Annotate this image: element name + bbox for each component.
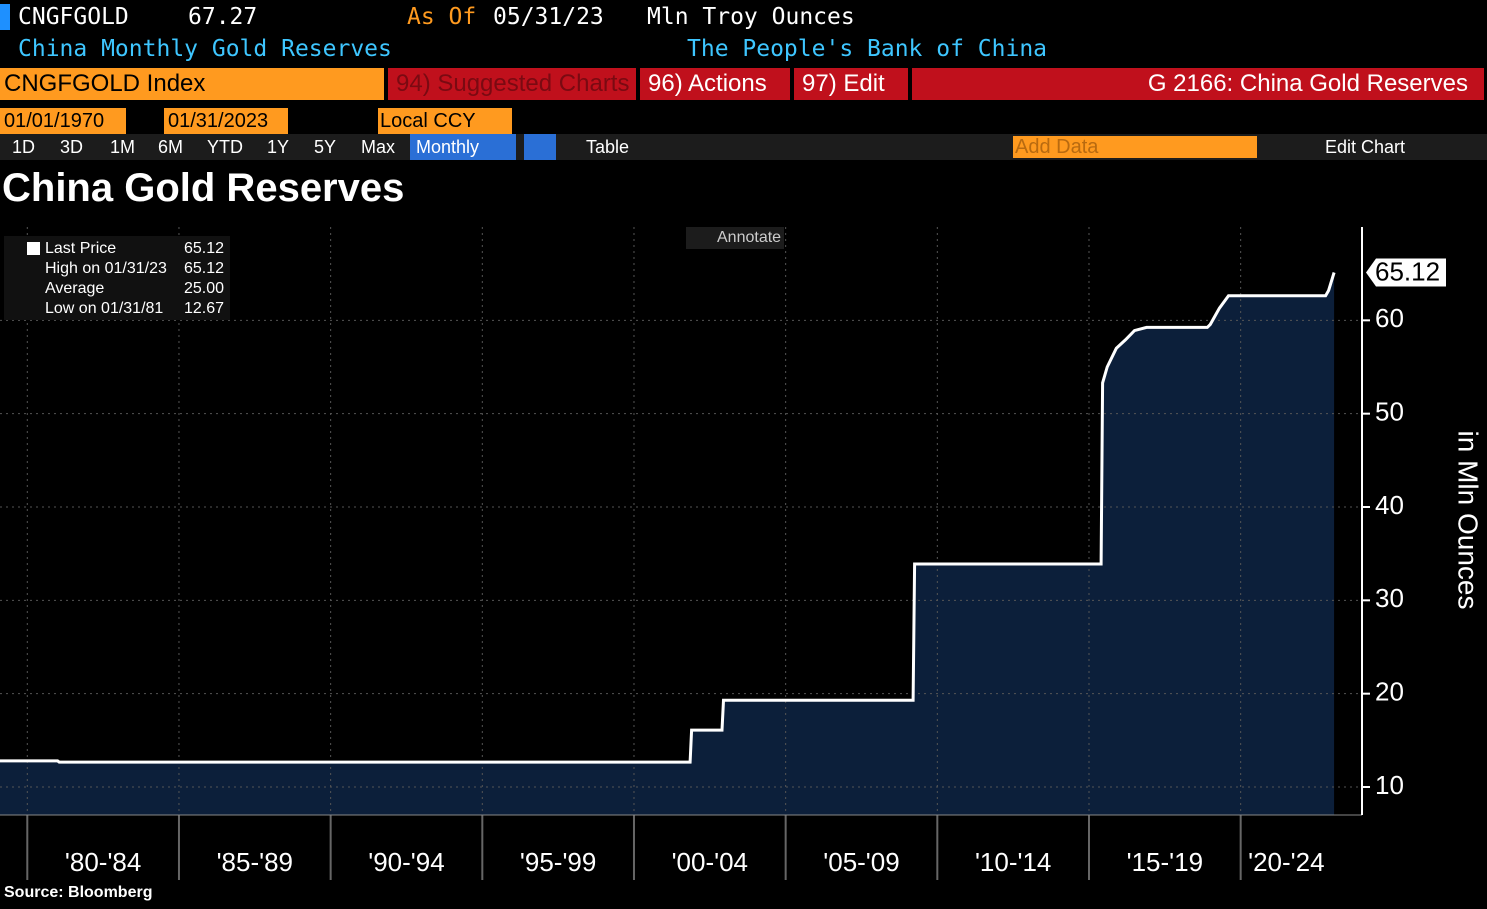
as-of-label: As Of <box>407 4 477 30</box>
y-axis-label: in Mln Ounces <box>1453 431 1484 610</box>
line <box>0 272 1336 764</box>
annotate-button <box>686 227 784 249</box>
x-tick-label: '05-'09 <box>823 847 899 877</box>
last-value-tag <box>1366 258 1446 287</box>
x-tick-label: '80-'84 <box>65 847 141 877</box>
legend-value: 12.67 <box>184 300 224 317</box>
range-button[interactable]: YTD <box>207 137 243 157</box>
units: Mln Troy Ounces <box>647 4 855 30</box>
chart-type[interactable] <box>524 134 556 160</box>
suggested-menu[interactable]: 94) Suggested Charts <box>388 68 636 100</box>
start-date[interactable]: 01/01/1970 <box>0 108 126 134</box>
edit-chart[interactable]: Edit Chart <box>1325 137 1406 157</box>
ticker: CNGFGOLD <box>18 4 129 30</box>
source-org: The People's Bank of China <box>687 36 1048 62</box>
frequency[interactable]: Monthly <box>410 134 516 160</box>
legend-value: 65.12 <box>184 260 224 277</box>
source: Source: Bloomberg <box>4 884 153 901</box>
actions-menu[interactable]: 96) Actions <box>640 68 790 100</box>
end-date[interactable]: 01/31/2023 <box>164 108 288 134</box>
area <box>0 272 1335 815</box>
chart-title: China Gold Reserves <box>2 166 405 210</box>
page-title: G 2166: China Gold Reserves <box>912 68 1484 100</box>
marker <box>0 4 10 30</box>
range-button[interactable]: 1Y <box>267 137 290 157</box>
y-tick-label: 10 <box>1375 770 1404 800</box>
y-tick-label: 30 <box>1375 583 1404 613</box>
range-button[interactable]: Max <box>361 137 396 157</box>
as-of-date: 05/31/23 <box>493 4 604 30</box>
x-tick-label: '85-'89 <box>217 847 293 877</box>
price: 67.27 <box>188 4 258 30</box>
range-button[interactable]: 6M <box>158 137 184 157</box>
edit-menu[interactable]: 97) Edit <box>794 68 908 100</box>
index-field[interactable]: CNGFGOLD Index <box>0 68 384 100</box>
legend-box <box>4 236 230 320</box>
y-tick-label: 40 <box>1375 490 1404 520</box>
legend-value: 25.00 <box>184 280 224 297</box>
y-tick-label: 50 <box>1375 397 1404 427</box>
legend-swatch <box>27 242 40 255</box>
last-value-label: 65.12 <box>1375 256 1440 286</box>
x-tick-label: '10-'14 <box>975 847 1051 877</box>
x-tick-label: '90-'94 <box>368 847 444 877</box>
range-button[interactable]: 1M <box>110 137 136 157</box>
legend-label: Low on 01/31/81 <box>45 300 163 317</box>
add-data[interactable]: Add Data <box>1013 136 1257 158</box>
y-tick-label: 20 <box>1375 677 1404 707</box>
legend-label: Last Price <box>45 240 116 257</box>
x-tick-label: '20-'24 <box>1248 847 1324 877</box>
legend-label: Average <box>45 280 104 297</box>
x-tick-label: '15-'19 <box>1127 847 1203 877</box>
x-tick-label: '00-'04 <box>672 847 748 877</box>
currency[interactable]: Local CCY <box>378 108 512 134</box>
range-button[interactable]: 5Y <box>314 137 337 157</box>
y-tick-label: 60 <box>1375 303 1404 333</box>
table-button[interactable]: Table <box>586 137 630 157</box>
description: China Monthly Gold Reserves <box>18 36 392 62</box>
range-button[interactable]: 3D <box>60 137 84 157</box>
x-tick-label: '95-'99 <box>520 847 596 877</box>
legend-value: 65.12 <box>184 240 224 257</box>
range-button[interactable]: 1D <box>12 137 36 157</box>
annotate-label: Annotate <box>717 229 781 246</box>
legend-label: High on 01/31/23 <box>45 260 167 277</box>
